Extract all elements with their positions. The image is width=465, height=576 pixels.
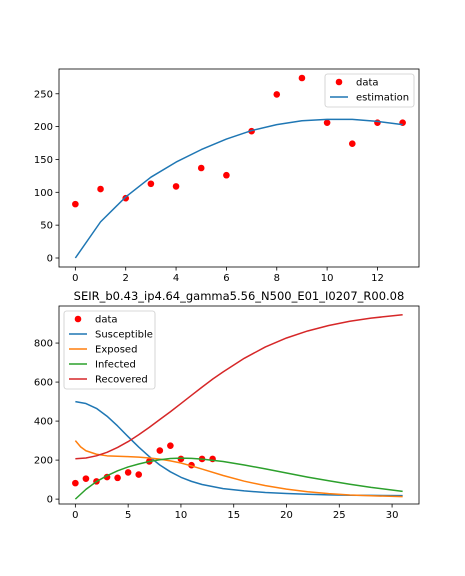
data-point (147, 180, 155, 188)
y-tick-label: 50 (40, 221, 53, 232)
legend-infected-label: Infected (95, 360, 136, 371)
seir-chart: SEIR_b0.43_ip4.64_gamma5.56_N500_E01_I02… (34, 289, 420, 521)
y-tick-label: 100 (34, 188, 53, 199)
data-point (156, 447, 164, 454)
legend: data Susceptible Exposed Infected Recovered (63, 310, 156, 390)
x-tick-label: 10 (175, 510, 188, 521)
axes-frame (58, 68, 420, 268)
x-tick-label: 6 (223, 273, 229, 284)
x-tick-label: 10 (321, 273, 334, 284)
data-point (167, 442, 174, 449)
data-point (223, 171, 230, 179)
x-tick-label: 25 (333, 510, 346, 521)
data-point (298, 74, 306, 82)
recovered-line (75, 314, 403, 460)
data-point (177, 455, 185, 463)
legend-recovered-label: Recovered (95, 375, 148, 386)
legend-box (63, 310, 156, 390)
y-tick-label: 150 (34, 155, 53, 166)
data-point (72, 479, 79, 487)
susceptible-line (75, 400, 403, 497)
legend-susceptible-label: Susceptible (95, 330, 153, 341)
y-tick-label: 0 (47, 495, 53, 506)
x-tick-label: 2 (123, 273, 129, 284)
chart-title: SEIR_b0.43_ip4.64_gamma5.56_N500_E01_I02… (74, 289, 405, 303)
y-tick-label: 400 (34, 417, 53, 428)
y-tick-label: 0 (47, 254, 53, 265)
x-tick-label: 8 (274, 273, 280, 284)
x-tick-label: 15 (227, 510, 240, 521)
data-point (135, 471, 143, 478)
x-tick-label: 20 (280, 510, 293, 521)
legend: data estimation (324, 73, 415, 108)
legend-data-label: data (356, 78, 379, 89)
data-point (72, 200, 79, 208)
x-tick-label: 30 (386, 510, 399, 521)
data-point (124, 469, 132, 476)
data-point (82, 475, 90, 482)
data-point (374, 119, 381, 126)
x-tick-label: 4 (173, 273, 179, 284)
x-tick-label: 5 (125, 510, 131, 521)
y-tick-label: 250 (34, 89, 53, 100)
y-tick-label: 600 (34, 378, 53, 389)
y-tick-label: 200 (34, 122, 53, 133)
y-tick-label: 200 (34, 456, 53, 467)
legend-estimation-label: estimation (356, 93, 409, 104)
estimation-chart: 0 2 4 6 8 10 12 0 50 100 150 200 250 data estimation (34, 68, 420, 284)
x-tick-label: 12 (371, 273, 384, 284)
legend-exposed-label: Exposed (95, 345, 137, 356)
data-point (114, 474, 121, 482)
legend-box (324, 73, 415, 108)
data-point (197, 164, 205, 172)
axes-frame (58, 305, 420, 505)
exposed-line (74, 440, 403, 498)
data-point (323, 119, 331, 126)
y-tick-label: 800 (34, 339, 53, 350)
legend-data-swatch (335, 78, 343, 86)
legend-data-swatch (74, 315, 82, 323)
data-point (348, 140, 356, 147)
legend-data-label: data (95, 315, 118, 326)
data-point (172, 183, 180, 190)
x-tick-label: 0 (72, 510, 78, 521)
x-tick-label: 0 (72, 273, 78, 284)
estimation-line (74, 118, 403, 259)
infected-line (74, 457, 403, 500)
data-point (97, 185, 104, 193)
data-point (273, 91, 281, 98)
